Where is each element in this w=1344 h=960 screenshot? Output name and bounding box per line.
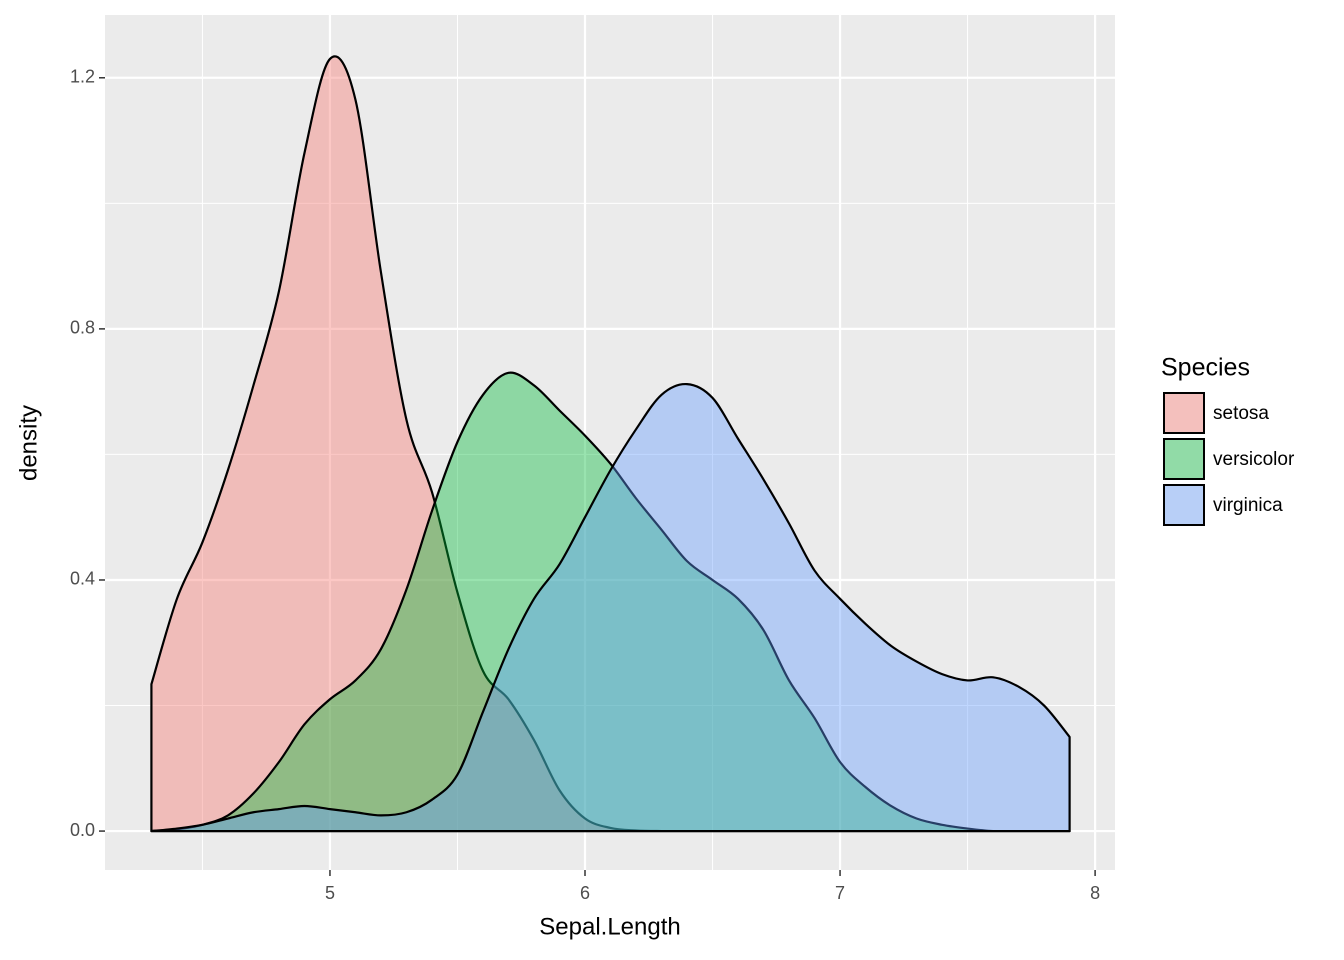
legend-title: Species xyxy=(1161,354,1250,382)
legend-key-bg xyxy=(1163,438,1205,480)
legend-label: virginica xyxy=(1213,495,1283,516)
y-tick-label: 0.8 xyxy=(70,318,95,338)
y-tick-label: 1.2 xyxy=(70,67,95,87)
legend-key xyxy=(1163,438,1205,480)
density-area xyxy=(150,371,1071,833)
x-tick-label: 6 xyxy=(580,883,590,903)
y-axis-title: density xyxy=(15,405,42,481)
legend-key xyxy=(1163,484,1205,526)
legend-label: versicolor xyxy=(1213,449,1295,470)
legend-key-bg xyxy=(1163,392,1205,434)
x-tick-label: 8 xyxy=(1090,883,1100,903)
legend-label: setosa xyxy=(1213,403,1269,424)
legend-key-bg xyxy=(1163,484,1205,526)
y-tick-label: 0.4 xyxy=(70,569,95,589)
density-area xyxy=(150,383,1071,833)
legend-key xyxy=(1163,392,1205,434)
x-axis-title: Sepal.Length xyxy=(539,913,680,940)
y-tick-label: 0.0 xyxy=(70,820,95,840)
plot-panel xyxy=(105,15,1115,870)
x-tick-label: 7 xyxy=(835,883,845,903)
x-tick-label: 5 xyxy=(325,883,335,903)
